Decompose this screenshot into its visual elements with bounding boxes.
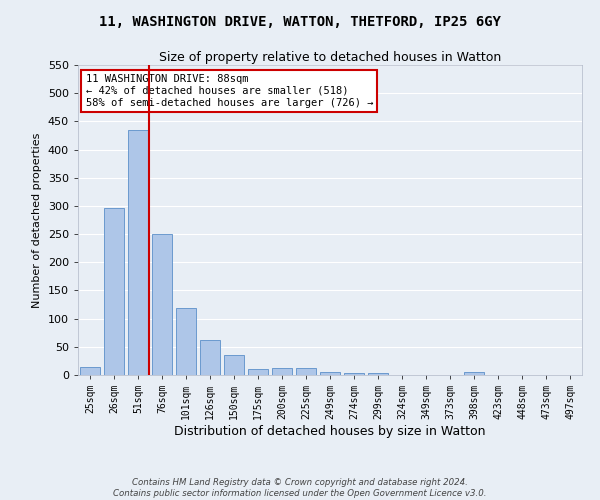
Bar [272, 368, 292, 375]
Title: Size of property relative to detached houses in Watton: Size of property relative to detached ho… [159, 51, 501, 64]
Bar [152, 234, 172, 375]
Bar [320, 372, 340, 375]
Bar [248, 370, 268, 375]
Bar [368, 374, 388, 375]
Bar [296, 368, 316, 375]
Text: 11 WASHINGTON DRIVE: 88sqm
← 42% of detached houses are smaller (518)
58% of sem: 11 WASHINGTON DRIVE: 88sqm ← 42% of deta… [86, 74, 373, 108]
Text: 11, WASHINGTON DRIVE, WATTON, THETFORD, IP25 6GY: 11, WASHINGTON DRIVE, WATTON, THETFORD, … [99, 15, 501, 29]
X-axis label: Distribution of detached houses by size in Watton: Distribution of detached houses by size … [174, 425, 486, 438]
Y-axis label: Number of detached properties: Number of detached properties [32, 132, 42, 308]
Bar [176, 308, 196, 375]
Bar [200, 340, 220, 375]
Text: Contains HM Land Registry data © Crown copyright and database right 2024.
Contai: Contains HM Land Registry data © Crown c… [113, 478, 487, 498]
Bar [224, 356, 244, 375]
Bar [128, 130, 148, 375]
Bar [104, 208, 124, 375]
Bar [464, 372, 484, 375]
Bar [344, 372, 364, 375]
Bar [80, 366, 100, 375]
